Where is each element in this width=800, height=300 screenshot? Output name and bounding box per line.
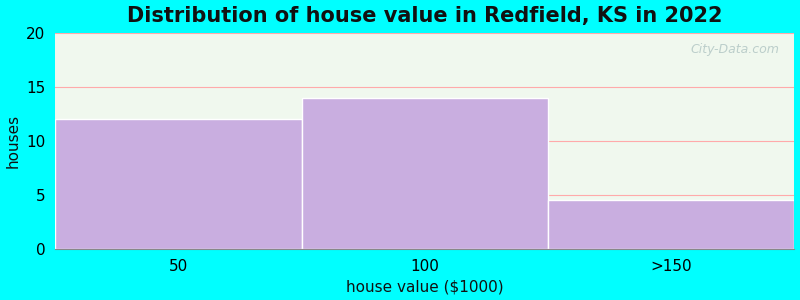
Title: Distribution of house value in Redfield, KS in 2022: Distribution of house value in Redfield,… bbox=[127, 6, 722, 26]
Text: City-Data.com: City-Data.com bbox=[690, 44, 780, 56]
X-axis label: house value ($1000): house value ($1000) bbox=[346, 279, 503, 294]
Bar bbox=[302, 98, 548, 249]
Bar bbox=[55, 119, 302, 249]
Y-axis label: houses: houses bbox=[6, 114, 21, 168]
Bar bbox=[548, 200, 794, 249]
